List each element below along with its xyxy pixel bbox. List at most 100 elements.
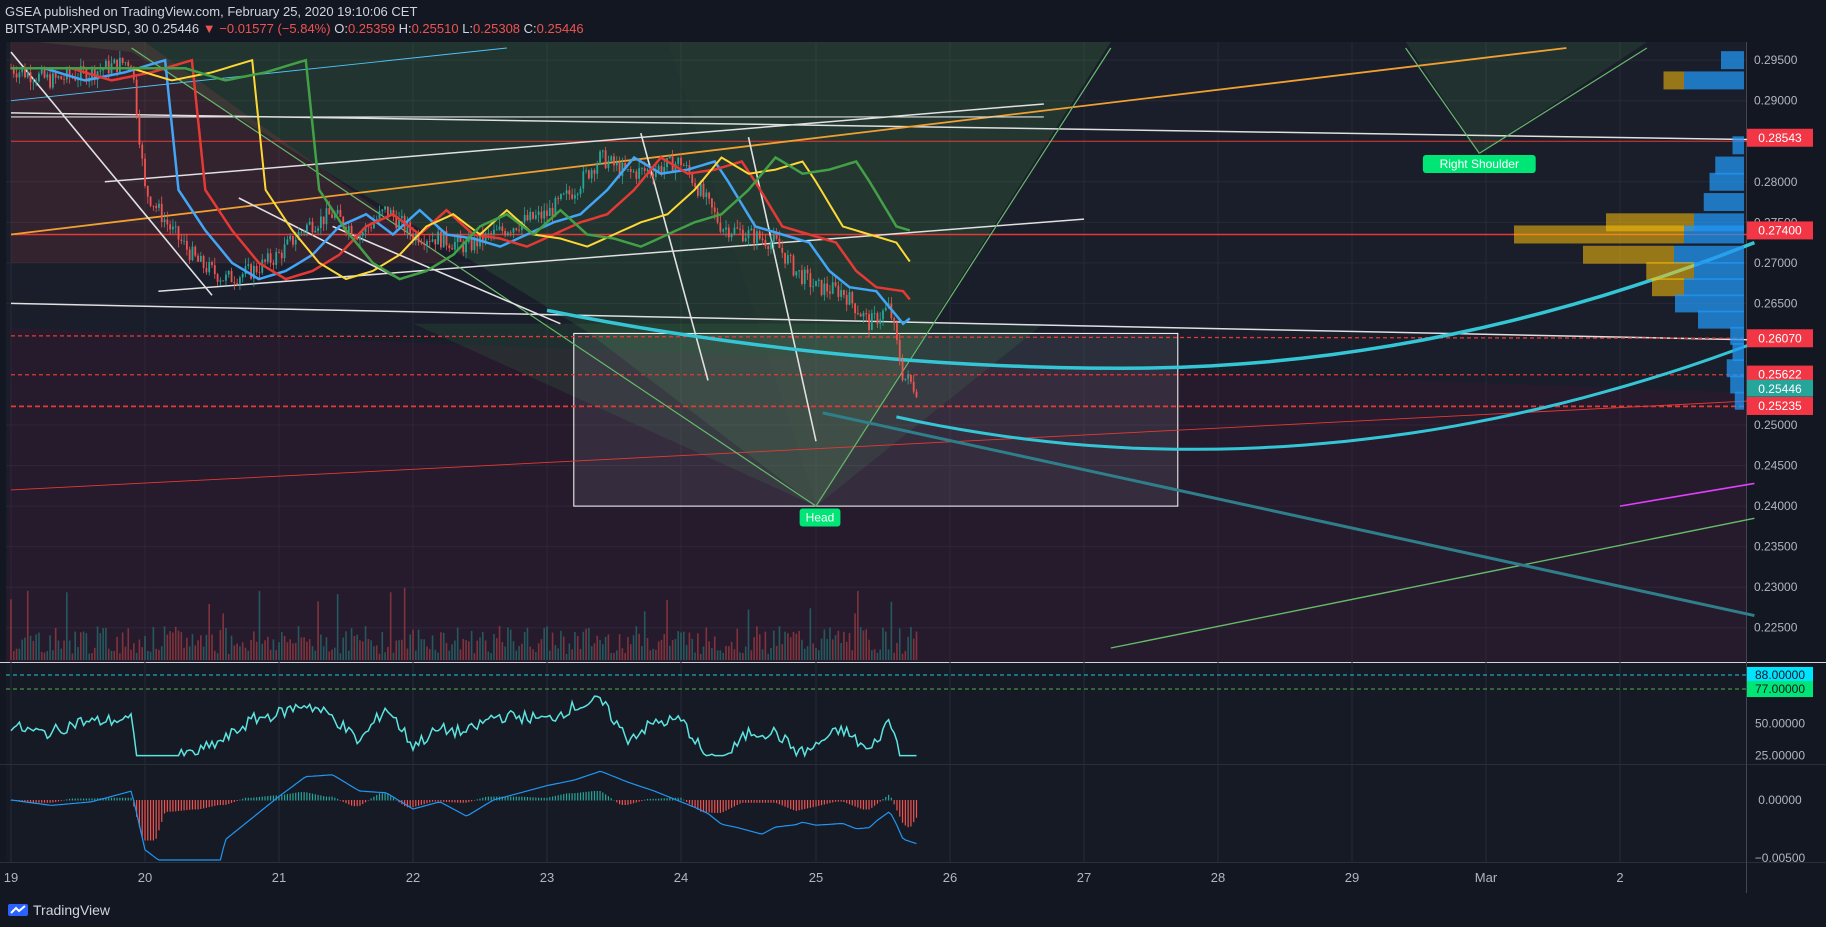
candle-body: [775, 234, 778, 239]
macd-histogram-bar: [773, 800, 775, 803]
volume-bar: [261, 643, 264, 660]
candle-body: [910, 375, 912, 382]
macd-histogram-bar: [116, 797, 118, 801]
macd-histogram-bar: [451, 800, 453, 803]
candle-body: [158, 203, 160, 208]
volume-bar: [105, 627, 107, 660]
macd-histogram-bar: [71, 798, 74, 801]
candle-body: [834, 282, 837, 286]
volume-bar: [624, 653, 626, 660]
macd-histogram-bar: [155, 800, 157, 839]
volume-bar: [367, 639, 370, 660]
symbol-label[interactable]: BITSTAMP:XRPUSD, 30: [5, 21, 149, 36]
macd-histogram-bar: [404, 800, 406, 807]
macd-histogram-bar: [32, 800, 34, 803]
volume-bar: [652, 648, 654, 660]
macd-histogram-bar: [328, 796, 330, 801]
macd-histogram-bar: [694, 800, 696, 808]
macd-histogram-bar: [163, 800, 166, 814]
low-label: L:: [462, 21, 474, 36]
candle-body: [370, 227, 373, 229]
candle-body: [803, 269, 806, 285]
candle-body: [473, 237, 476, 251]
macd-histogram-bar: [790, 800, 792, 809]
macd-histogram-bar: [733, 800, 736, 807]
volume-bar: [387, 646, 389, 660]
candle-body: [613, 156, 615, 166]
price-tick-label: 0.22500: [1754, 621, 1798, 635]
macd-histogram-bar: [236, 800, 238, 802]
macd-histogram-bar: [504, 796, 506, 801]
macd-histogram-bar: [459, 800, 462, 803]
candle-body: [882, 310, 884, 320]
candle-body: [674, 163, 677, 173]
volume-bar: [912, 638, 915, 660]
candle-body: [711, 198, 713, 208]
candle-body: [596, 164, 599, 174]
macd-histogram-bar: [521, 796, 523, 801]
volume-bar: [412, 629, 414, 660]
macd-line: [10, 770, 917, 861]
volume-bar: [596, 635, 599, 660]
tradingview-brand[interactable]: TradingView: [33, 902, 111, 918]
volume-bar: [829, 627, 831, 660]
candle-body: [518, 229, 520, 231]
macd-histogram-bar: [41, 800, 43, 803]
volume-bar: [417, 629, 420, 660]
candle-body: [912, 381, 915, 392]
volume-bar: [705, 627, 708, 660]
macd-histogram-bar: [122, 797, 124, 801]
macd-histogram-bar: [613, 800, 615, 801]
volume-bar: [434, 649, 437, 660]
macd-histogram-bar: [256, 797, 258, 801]
annotation-badge: [1422, 154, 1536, 173]
candle-body: [191, 246, 194, 261]
volume-bar: [468, 641, 470, 660]
candle-body: [604, 150, 607, 169]
candle-body: [843, 290, 845, 296]
macd-histogram-bar: [896, 800, 898, 811]
volume-bar: [753, 637, 755, 660]
volume-bar: [79, 632, 82, 660]
macd-histogram-bar: [557, 795, 559, 801]
volume-bar: [848, 633, 851, 660]
volume-bar: [535, 652, 537, 660]
macd-histogram-bar: [317, 794, 319, 801]
macd-histogram-bar: [591, 791, 593, 801]
candle-body: [255, 265, 258, 273]
macd-histogram-bar: [247, 797, 249, 801]
volume-bar: [456, 627, 459, 660]
price-marker: [1747, 221, 1813, 240]
macd-histogram-bar: [228, 800, 230, 804]
volume-bar: [739, 652, 741, 660]
volume-bar: [770, 647, 772, 660]
candle-body: [770, 241, 772, 249]
macd-histogram-bar: [55, 800, 57, 802]
volume-bar: [851, 650, 854, 660]
candle-body: [571, 194, 574, 199]
macd-histogram-bar: [175, 800, 177, 812]
volume-bar: [764, 631, 767, 660]
volume-bar: [297, 626, 300, 660]
macd-histogram-bar: [518, 796, 520, 801]
rsi-panel-bg: [6, 663, 1746, 764]
macd-histogram-bar: [364, 800, 367, 803]
candle-body: [657, 166, 660, 171]
macd-histogram-bar: [899, 800, 901, 817]
macd-histogram-bar: [663, 798, 665, 801]
macd-histogram-bar: [770, 800, 772, 803]
candle-body: [325, 208, 328, 225]
macd-histogram-bar: [501, 796, 503, 801]
macd-histogram-bar: [105, 797, 107, 801]
volume-bar: [342, 637, 345, 660]
tradingview-logo-icon[interactable]: [8, 902, 28, 918]
candle-body: [132, 66, 135, 80]
volume-bar: [669, 645, 671, 660]
macd-histogram-bar: [579, 792, 582, 801]
green-trend-a: [131, 47, 817, 507]
candle-body: [331, 214, 333, 218]
candle-body: [641, 168, 643, 169]
candle-body: [548, 208, 551, 217]
volume-bar: [893, 652, 895, 660]
